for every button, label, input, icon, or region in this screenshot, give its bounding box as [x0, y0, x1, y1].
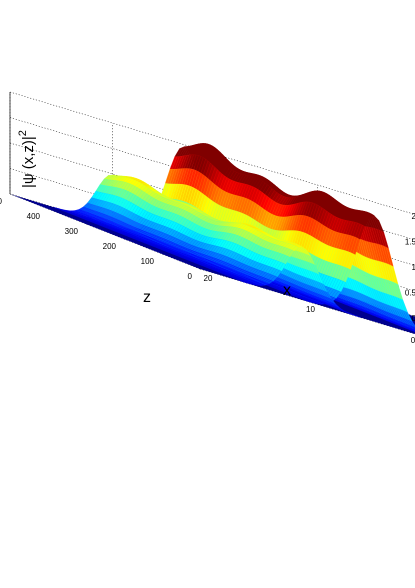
surface-cell: [241, 281, 249, 284]
x-tick-label: 10: [306, 305, 315, 314]
z-tick-label: 200: [103, 242, 117, 251]
wave-surface: [10, 143, 415, 335]
amplitude-label-main: |ψ (x,z)|: [20, 136, 37, 188]
x-axis-label: x: [283, 282, 291, 299]
z-tick-label: 100: [141, 257, 155, 266]
tick-layer: 00.511.52-20-10010200100200300400500: [0, 197, 415, 345]
amplitude-tick-label: 0.5: [405, 289, 415, 298]
z-axis-label: z: [143, 289, 151, 306]
amplitude-tick-label: 0: [412, 314, 415, 323]
amplitude-axis-label: |ψ (x,z)|2: [17, 130, 37, 188]
axes-box: [9, 92, 11, 194]
surface-cell: [305, 300, 313, 303]
z-tick-label: 0: [188, 272, 193, 281]
amplitude-tick-label: 1.5: [405, 238, 415, 247]
amplitude-label-exponent: 2: [17, 130, 29, 136]
z-tick-label: 300: [65, 227, 79, 236]
amplitude-tick-label: 2: [412, 212, 415, 221]
x-tick-label: 0: [411, 336, 415, 345]
x-tick-label: 20: [204, 274, 213, 283]
z-tick-label: 400: [27, 212, 41, 221]
svg-text:|ψ (x,z)|2: |ψ (x,z)|2: [17, 130, 37, 188]
beam-surface-2: [53, 174, 362, 318]
amplitude-tick-label: 1: [412, 263, 415, 272]
z-tick-label: 500: [0, 197, 3, 206]
